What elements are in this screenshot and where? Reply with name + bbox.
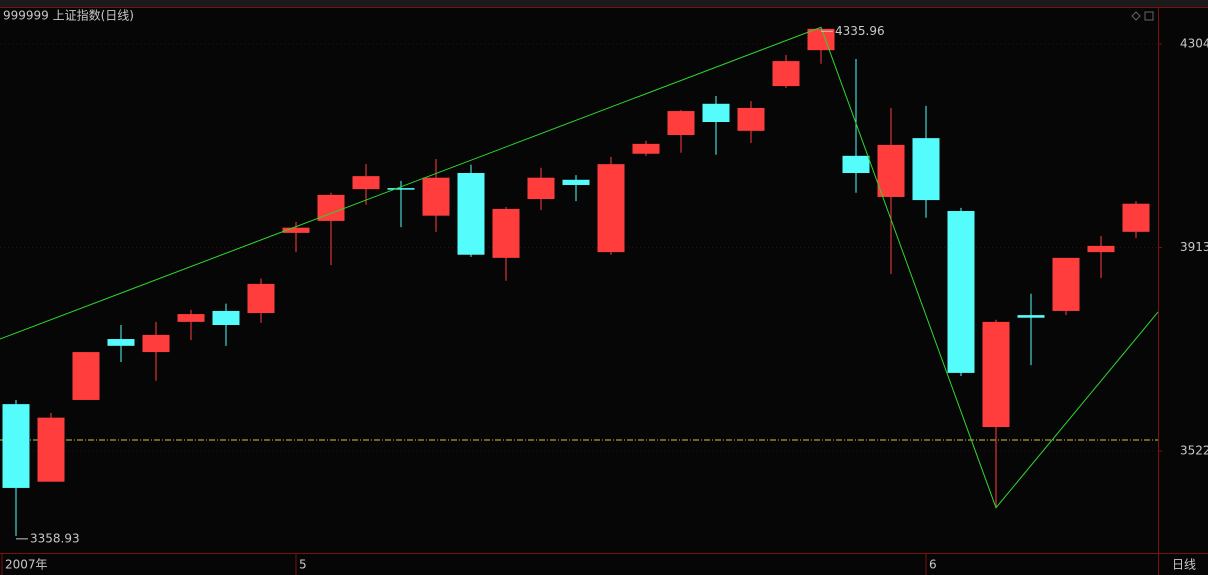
x-tick-label: 6 xyxy=(929,558,937,572)
candle-body xyxy=(37,417,65,482)
candle-body xyxy=(842,155,870,174)
candle-body xyxy=(1122,203,1150,232)
candle-body xyxy=(177,314,205,322)
candle-body xyxy=(1087,245,1115,253)
y-tick-label: 3913 xyxy=(1180,240,1208,254)
period-label[interactable]: 日线 xyxy=(1172,558,1196,572)
candle-body xyxy=(2,404,30,488)
candle-body xyxy=(737,107,765,131)
candle-body xyxy=(877,144,905,197)
point-label: 4335.96 xyxy=(835,24,885,38)
candle-body xyxy=(492,208,520,258)
x-tick-label: 5 xyxy=(299,558,307,572)
point-label: 3358.93 xyxy=(30,531,80,545)
candle-body xyxy=(527,177,555,200)
y-tick-label: 3522 xyxy=(1180,443,1208,457)
window-icon[interactable] xyxy=(1144,11,1154,21)
candle-body xyxy=(142,334,170,353)
candle-body xyxy=(702,103,730,122)
candle-body xyxy=(422,177,450,216)
candle-body xyxy=(562,179,590,185)
candle-body xyxy=(457,173,485,255)
candle-body xyxy=(212,310,240,326)
y-tick-label: 4304 xyxy=(1180,36,1208,50)
candle-body xyxy=(807,28,835,51)
candle-body xyxy=(632,143,660,154)
toolbar xyxy=(0,0,1208,7)
candle-body xyxy=(912,138,940,201)
candle-body xyxy=(72,352,100,400)
candle-body xyxy=(667,111,695,136)
candle-body xyxy=(352,176,380,190)
candle-body xyxy=(982,321,1010,428)
candle-body xyxy=(387,188,415,190)
x-tick-label: 2007年 xyxy=(5,558,48,572)
candle-body xyxy=(282,227,310,233)
candle-body xyxy=(597,164,625,253)
candle-body xyxy=(247,283,275,314)
candle-body xyxy=(772,61,800,87)
candle-body xyxy=(1052,257,1080,311)
chart-title: 999999 上证指数(日线) xyxy=(3,8,134,23)
candle-body xyxy=(1017,315,1045,318)
window-icon[interactable] xyxy=(1131,11,1141,21)
trend-line xyxy=(0,26,1159,509)
candle-body xyxy=(107,339,135,346)
candle-body xyxy=(947,211,975,373)
